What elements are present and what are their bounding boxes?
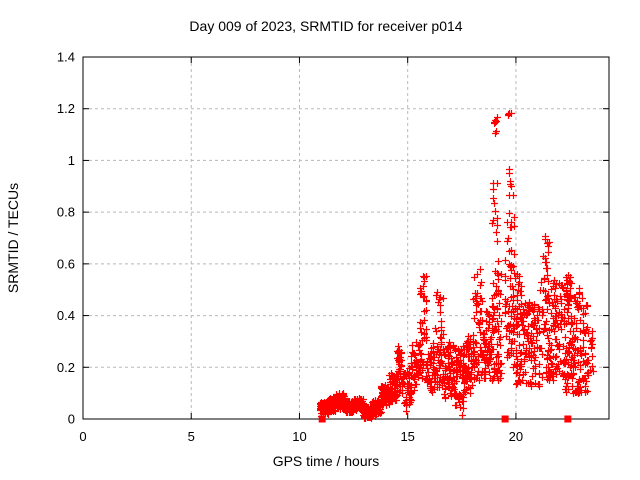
y-tick-label: 0.4 <box>57 308 75 323</box>
x-tick-label: 0 <box>79 429 86 444</box>
time-flag-markers <box>318 415 572 423</box>
tick-labels: 0 5 10 15 20 0 0.2 0.4 0.6 0.8 1 1.2 1.4 <box>57 50 523 445</box>
y-tick-label: 1.4 <box>57 50 75 65</box>
x-tick-label: 5 <box>188 429 195 444</box>
scatter-points <box>317 110 597 422</box>
y-tick-label: 0.6 <box>57 256 75 271</box>
axis-ticks <box>82 56 609 420</box>
x-tick-label: 10 <box>292 429 306 444</box>
y-tick-label: 0 <box>68 412 75 427</box>
chart-title: Day 009 of 2023, SRMTID for receiver p01… <box>189 18 462 34</box>
y-tick-label: 1 <box>68 153 75 168</box>
x-axis-label: GPS time / hours <box>273 453 380 469</box>
y-tick-label: 0.2 <box>57 360 75 375</box>
x-tick-label: 15 <box>400 429 414 444</box>
y-tick-label: 1.2 <box>57 101 75 116</box>
x-tick-label: 20 <box>509 429 523 444</box>
y-axis-label: SRMTID / TECUs <box>5 183 21 293</box>
grid-lines <box>83 57 609 419</box>
y-tick-label: 0.8 <box>57 205 75 220</box>
plot-border <box>82 56 610 420</box>
